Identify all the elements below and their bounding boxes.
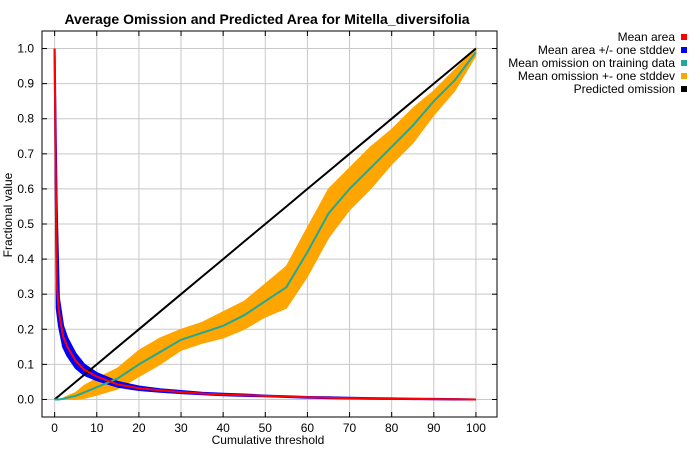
legend-mean-area-stddev-swatch [681,47,687,53]
ticks: 0 10 20 30 40 50 60 70 80 90 100 0.0 0.1 0.2 0.3 0.4 0.5… [17,31,497,435]
chart-title: Average Omission and Predicted Area for … [64,11,469,27]
plot-frame [41,30,498,418]
mean-area-line [53,48,476,401]
x-tick-label: 60 [301,421,315,435]
y-tick-label: 1.0 [17,42,34,56]
legend-mean-area-swatch [681,34,687,40]
x-tick-label: 10 [90,421,104,435]
x-tick-label: 70 [343,421,357,435]
mean-omission-line [54,51,477,401]
grid [42,31,497,417]
y-tick-label: 0.1 [17,357,34,371]
predicted-omission-line [53,47,477,401]
lines [53,47,477,401]
legend-mean-omission-label: Mean omission on training data [508,56,675,70]
x-tick-label: 40 [216,421,230,435]
x-axis-label: Cumulative threshold [212,433,325,447]
legend-mean-omission-stddev-swatch [681,73,687,79]
legend-predicted-omission-label: Predicted omission [574,82,675,96]
legend-mean-area-label: Mean area [618,30,676,44]
y-tick-label: 0.8 [17,112,34,126]
y-tick-label: 0.6 [17,182,34,196]
y-tick-label: 0.3 [17,287,34,301]
legend-predicted-omission-swatch [681,86,687,92]
x-tick-label: 90 [427,421,441,435]
y-tick-label: 0.4 [17,252,34,266]
omission-stddev-band [54,47,477,400]
y-tick-label: 0.7 [17,147,34,161]
x-tick-label: 50 [259,421,273,435]
x-tick-label: 0 [51,421,58,435]
legend-mean-omission-swatch [681,60,687,66]
x-tick-label: 80 [385,421,399,435]
legend-mean-area-stddev-label: Mean area +/- one stddev [538,43,675,57]
y-axis-label: Fractional value [1,172,15,257]
y-tick-label: 0.9 [17,77,34,91]
x-tick-label: 100 [466,421,486,435]
legend-mean-omission-stddev-label: Mean omission +- one stddev [518,69,675,83]
x-tick-label: 30 [174,421,188,435]
y-tick-label: 0.5 [17,217,34,231]
y-tick-label: 0.0 [17,392,34,406]
y-tick-label: 0.2 [17,322,34,336]
x-tick-label: 20 [132,421,146,435]
